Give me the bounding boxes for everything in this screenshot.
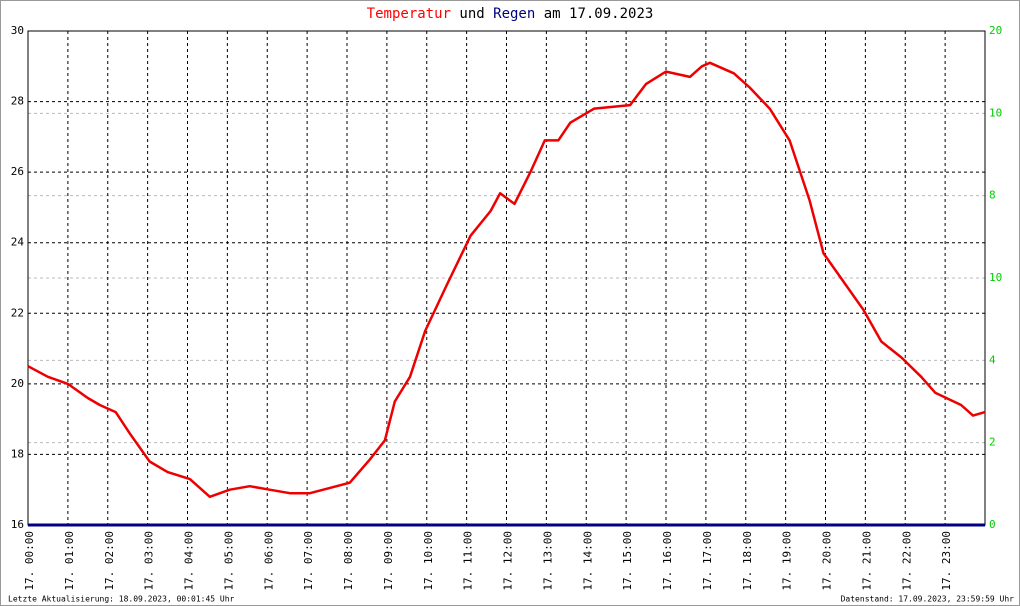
x-tick-label: 17. 07:00 bbox=[302, 531, 315, 591]
y-tick-label: 28 bbox=[11, 95, 24, 108]
x-tick-label: 17. 13:00 bbox=[541, 531, 554, 591]
x-tick-label: 17. 17:00 bbox=[701, 531, 714, 591]
footer-left: Letzte Aktualisierung: 18.09.2023, 00:01… bbox=[8, 595, 235, 604]
x-tick-label: 17. 12:00 bbox=[502, 531, 515, 591]
y2-tick-label: 10 bbox=[989, 106, 1002, 119]
y2-tick-label: 10 bbox=[989, 271, 1002, 284]
title-part: Regen bbox=[493, 6, 535, 22]
title-part: und bbox=[459, 6, 484, 22]
x-tick-label: 17. 10:00 bbox=[422, 531, 435, 591]
series-line bbox=[27, 61, 986, 499]
y2-tick-label: 4 bbox=[989, 353, 996, 366]
x-tick-label: 17. 19:00 bbox=[781, 531, 794, 591]
y-tick-label: 18 bbox=[11, 447, 24, 460]
x-tick-label: 17. 11:00 bbox=[462, 531, 475, 591]
x-tick-label: 17. 02:00 bbox=[103, 531, 116, 591]
y-tick-label: 24 bbox=[11, 236, 25, 249]
chart-title: Temperatur und Regen am 17.09.2023 bbox=[367, 6, 654, 22]
y-tick-label: 30 bbox=[11, 24, 24, 37]
x-tick-label: 17. 00:00 bbox=[23, 531, 36, 591]
x-tick-label: 17. 16:00 bbox=[661, 531, 674, 591]
x-tick-label: 17. 04:00 bbox=[183, 531, 196, 591]
y-tick-label: 26 bbox=[11, 165, 24, 178]
title-part: Temperatur bbox=[367, 6, 451, 22]
x-tick-label: 17. 14:00 bbox=[581, 531, 594, 591]
y-tick-label: 20 bbox=[11, 377, 24, 390]
x-tick-label: 17. 23:00 bbox=[940, 531, 953, 591]
y2-tick-label: 8 bbox=[989, 189, 996, 202]
title-part: am 17.09.2023 bbox=[544, 6, 654, 22]
x-tick-label: 17. 06:00 bbox=[262, 531, 275, 591]
y2-tick-label: 2 bbox=[989, 436, 996, 449]
footer-right: Datenstand: 17.09.2023, 23:59:59 Uhr bbox=[841, 595, 1015, 604]
x-tick-label: 17. 18:00 bbox=[741, 531, 754, 591]
y2-tick-label: 0 bbox=[989, 518, 996, 531]
x-tick-label: 17. 15:00 bbox=[621, 531, 634, 591]
y-tick-label: 22 bbox=[11, 306, 24, 319]
x-tick-label: 17. 09:00 bbox=[382, 531, 395, 591]
x-tick-label: 17. 03:00 bbox=[143, 531, 156, 591]
x-tick-label: 17. 22:00 bbox=[900, 531, 913, 591]
y-tick-label: 16 bbox=[11, 518, 24, 531]
y2-tick-label: 20 bbox=[989, 24, 1002, 37]
x-tick-label: 17. 21:00 bbox=[860, 531, 873, 591]
x-tick-label: 17. 08:00 bbox=[342, 531, 355, 591]
x-tick-label: 17. 05:00 bbox=[222, 531, 235, 591]
x-tick-label: 17. 20:00 bbox=[821, 531, 834, 591]
x-tick-label: 17. 01:00 bbox=[63, 531, 76, 591]
